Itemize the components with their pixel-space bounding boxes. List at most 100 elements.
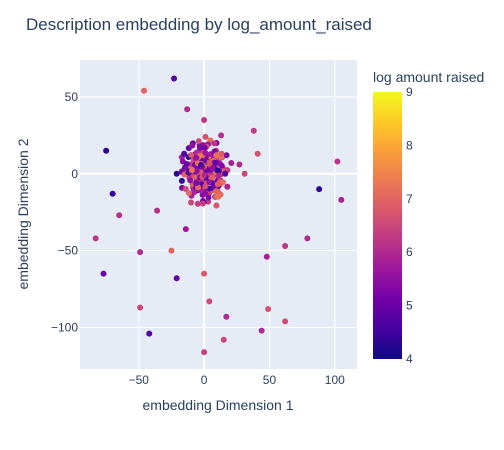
data-point xyxy=(189,142,196,149)
data-point xyxy=(92,235,99,242)
colorbar-tick-label: 7 xyxy=(406,192,413,206)
data-point xyxy=(218,150,225,157)
data-point xyxy=(193,168,200,175)
data-point xyxy=(195,138,202,145)
data-point xyxy=(205,194,212,201)
colorbar-ticks: 4 5 6 7 8 9 xyxy=(406,85,413,366)
data-point xyxy=(218,132,225,139)
data-point xyxy=(223,313,230,320)
data-point xyxy=(141,87,148,94)
data-point xyxy=(202,150,209,157)
data-point xyxy=(222,170,229,177)
data-point xyxy=(334,158,341,165)
data-point xyxy=(241,170,248,177)
data-point xyxy=(193,180,200,187)
data-point xyxy=(215,181,222,188)
colorbar-tick-label: 4 xyxy=(406,352,413,366)
data-point xyxy=(188,167,195,174)
data-point xyxy=(183,160,190,167)
data-point xyxy=(224,183,231,190)
data-point xyxy=(199,200,206,207)
data-point xyxy=(209,164,216,171)
data-point xyxy=(201,172,208,179)
data-point xyxy=(258,327,265,334)
data-point xyxy=(196,144,203,151)
data-points xyxy=(92,75,345,356)
colorbar-tick-label: 6 xyxy=(406,245,413,259)
data-point xyxy=(209,174,216,181)
data-point xyxy=(154,207,161,214)
data-point xyxy=(213,202,220,209)
data-point xyxy=(173,170,180,177)
data-point xyxy=(213,188,220,195)
plot-area xyxy=(80,60,357,369)
data-point xyxy=(146,330,153,337)
y-axis-ticks: −100 −50 0 50 xyxy=(51,90,78,335)
data-point xyxy=(236,161,243,168)
data-point xyxy=(185,190,192,197)
data-point xyxy=(202,183,209,190)
data-point xyxy=(109,190,116,197)
data-point xyxy=(265,306,272,313)
data-point xyxy=(338,196,345,203)
data-point xyxy=(194,200,201,207)
y-tick-label: −100 xyxy=(51,320,78,334)
data-point xyxy=(316,186,323,193)
data-point xyxy=(282,318,289,325)
colorbar xyxy=(373,92,402,359)
colorbar-title: log amount raised xyxy=(373,69,484,85)
data-point xyxy=(206,179,213,186)
data-point xyxy=(282,243,289,250)
data-point xyxy=(201,349,208,356)
data-point xyxy=(211,140,218,147)
data-point xyxy=(202,133,209,140)
data-point xyxy=(184,106,191,113)
data-point xyxy=(215,193,222,200)
data-point xyxy=(206,298,213,305)
colorbar-tick-label: 5 xyxy=(406,299,413,313)
data-point xyxy=(173,275,180,282)
data-point xyxy=(202,190,209,197)
data-point xyxy=(223,152,230,159)
data-point xyxy=(263,253,270,260)
x-tick-label: 0 xyxy=(201,373,208,387)
data-point xyxy=(188,199,195,206)
data-point xyxy=(116,212,123,219)
data-point xyxy=(254,150,261,157)
data-point xyxy=(250,127,257,134)
data-point xyxy=(100,270,107,277)
data-point xyxy=(211,159,218,166)
data-point xyxy=(137,304,144,311)
data-point xyxy=(168,247,175,254)
data-point xyxy=(218,162,225,169)
data-point xyxy=(213,152,220,159)
data-point xyxy=(215,173,222,180)
y-axis-label: embedding Dimension 2 xyxy=(15,138,31,289)
data-point xyxy=(137,249,144,256)
x-tick-label: 100 xyxy=(325,373,345,387)
chart-title: Description embedding by log_amount_rais… xyxy=(26,15,372,34)
data-point xyxy=(304,235,311,242)
data-point xyxy=(198,161,205,168)
grid-lines xyxy=(80,60,357,369)
colorbar-tick-label: 8 xyxy=(406,138,413,152)
data-point xyxy=(103,147,110,154)
data-point xyxy=(182,226,189,233)
data-point xyxy=(178,177,185,184)
y-tick-label: −50 xyxy=(58,244,79,258)
colorbar-tick-label: 9 xyxy=(406,85,413,99)
x-axis-ticks: −50 0 50 100 xyxy=(129,373,346,387)
data-point xyxy=(219,179,226,186)
data-point xyxy=(171,75,178,82)
data-point xyxy=(193,154,200,161)
x-tick-label: −50 xyxy=(129,373,150,387)
x-axis-label: embedding Dimension 1 xyxy=(143,397,294,413)
data-point xyxy=(188,152,195,159)
y-tick-label: 50 xyxy=(65,90,79,104)
data-point xyxy=(220,336,227,343)
data-point xyxy=(187,177,194,184)
y-tick-label: 0 xyxy=(71,167,78,181)
data-point xyxy=(191,188,198,195)
data-point xyxy=(182,185,189,192)
